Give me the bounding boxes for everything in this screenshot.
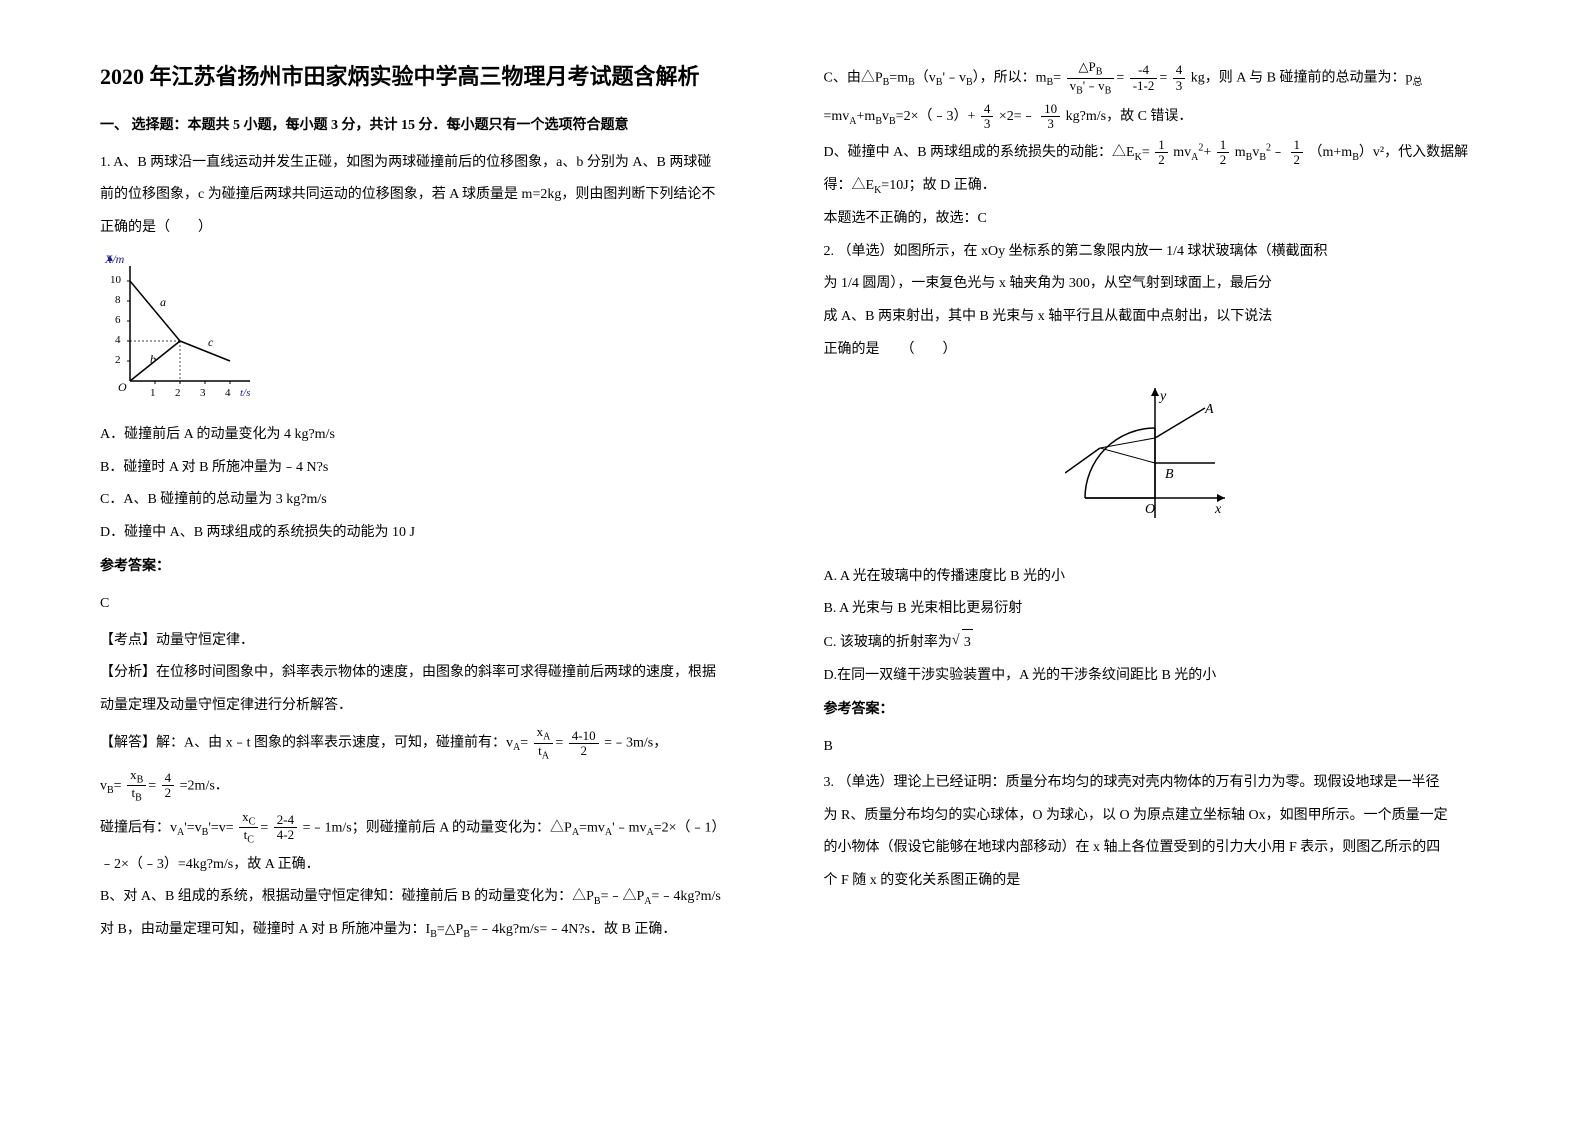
q1-jieda-line1: 【解答】解：A、由 x﹣t 图象的斜率表示速度，可知，碰撞前有：vA= xAtA… [100, 725, 764, 761]
svg-text:O: O [118, 380, 127, 394]
svg-text:4: 4 [225, 387, 231, 399]
q1-conclusion: 本题选不正确的，故选：C [824, 206, 1488, 233]
q1-answer-label: 参考答案： [100, 554, 764, 581]
right-column: C、由△PB=mB（vB'﹣vB），所以：mB= △PBvB'﹣vB= -4-1… [824, 60, 1488, 1062]
q3-stem4: 个 F 随 x 的变化关系图正确的是 [824, 868, 1488, 895]
svg-text:t/s: t/s [240, 387, 250, 399]
q1-stem-line1: 1. A、B 两球沿一直线运动并发生正碰，如图为两球碰撞前后的位移图象，a、b … [100, 150, 764, 177]
q1-solD-line1: D、碰撞中 A、B 两球组成的系统损失的动能：△EK= 12 mvA2+ 12 … [824, 138, 1488, 168]
q1-jieda-after: 碰撞后有：vA'=vB'=v= xCtC= 2-44-2 =﹣1m/s；则碰撞前… [100, 810, 764, 846]
q3-stem2: 为 R、质量分布均匀的实心球体，O 为球心，以 O 为原点建立坐标轴 Ox，如图… [824, 803, 1488, 830]
q1-option-d: D．碰撞中 A、B 两球组成的系统损失的动能为 10 J [100, 520, 764, 547]
svg-text:2: 2 [115, 354, 121, 366]
svg-text:3: 3 [200, 387, 206, 399]
q1-chart: X/m ▲ 10 8 6 4 2 1 2 3 4 t/s O [100, 251, 764, 412]
section-1-header: 一、 选择题：本题共 5 小题，每小题 3 分，共计 15 分．每小题只有一个选… [100, 113, 764, 140]
q1-solB-line2: 对 B，由动量定理可知，碰撞时 A 对 B 所施冲量为：IB=△PB=﹣4kg?… [100, 917, 764, 944]
q1-solC-line2: =mvA+mBvB=2×（﹣3）+ 43 ×2=﹣ 103 kg?m/s，故 C… [824, 102, 1488, 132]
svg-text:A: A [1204, 402, 1214, 417]
q2-stem4: 正确的是 （ ） [824, 337, 1488, 364]
q2-answer: B [824, 734, 1488, 761]
q1-option-a: A．碰撞前后 A 的动量变化为 4 kg?m/s [100, 422, 764, 449]
q2-option-d: D.在同一双缝干涉实验装置中，A 光的干涉条纹间距比 B 光的小 [824, 663, 1488, 690]
svg-text:x: x [1214, 502, 1222, 517]
q1-stem-line2: 前的位移图象，c 为碰撞后两球共同运动的位移图象，若 A 球质量是 m=2kg，… [100, 182, 764, 209]
q1-solC-line1: C、由△PB=mB（vB'﹣vB），所以：mB= △PBvB'﹣vB= -4-1… [824, 60, 1488, 96]
svg-text:4: 4 [115, 334, 121, 346]
q3-stem3: 的小物体（假设它能够在地球内部移动）在 x 轴上各位置受到的引力大小用 F 表示… [824, 835, 1488, 862]
svg-text:B: B [1165, 467, 1174, 482]
q1-option-b: B．碰撞时 A 对 B 所施冲量为﹣4 N?s [100, 455, 764, 482]
q1-jieda-line2: ﹣2×（﹣3）=4kg?m/s，故 A 正确． [100, 852, 764, 879]
svg-text:▲: ▲ [105, 253, 115, 264]
q1-solB-line1: B、对 A、B 组成的系统，根据动量守恒定律知：碰撞前后 B 的动量变化为：△P… [100, 884, 764, 911]
q1-option-c: C．A、B 碰撞前的总动量为 3 kg?m/s [100, 487, 764, 514]
q3-stem1: 3. （单选）理论上已经证明：质量分布均匀的球壳对壳内物体的万有引力为零。现假设… [824, 770, 1488, 797]
document-title: 2020 年江苏省扬州市田家炳实验中学高三物理月考试题含解析 [100, 60, 764, 93]
q2-option-b: B. A 光束与 B 光束相比更易衍射 [824, 596, 1488, 623]
q2-diagram: A B y x O [824, 378, 1488, 549]
q2-stem2: 为 1/4 圆周），一束复色光与 x 轴夹角为 300，从空气射到球面上，最后分 [824, 271, 1488, 298]
q2-stem1: 2. （单选）如图所示，在 xOy 坐标系的第二象限内放一 1/4 球状玻璃体（… [824, 239, 1488, 266]
q2-option-c: C. 该玻璃的折射率为3 [824, 629, 1488, 657]
q1-fenxi1: 【分析】在位移时间图象中，斜率表示物体的速度，由图象的斜率可求得碰撞前后两球的速… [100, 660, 764, 687]
svg-text:2: 2 [175, 387, 181, 399]
q1-stem-line3: 正确的是（ ） [100, 215, 764, 242]
q1-kaodian: 【考点】动量守恒定律． [100, 628, 764, 655]
svg-text:1: 1 [150, 387, 156, 399]
q1-answer: C [100, 591, 764, 618]
svg-text:b: b [150, 352, 156, 366]
q2-option-a: A. A 光在玻璃中的传播速度比 B 光的小 [824, 564, 1488, 591]
svg-text:c: c [208, 335, 214, 349]
q2-stem3: 成 A、B 两束射出，其中 B 光束与 x 轴平行且从截面中点射出，以下说法 [824, 304, 1488, 331]
svg-text:8: 8 [115, 294, 121, 306]
svg-text:y: y [1158, 389, 1167, 404]
svg-text:10: 10 [110, 274, 122, 286]
svg-text:6: 6 [115, 314, 121, 326]
svg-text:a: a [160, 295, 166, 309]
q1-solD-line2: 得：△EK=10J；故 D 正确． [824, 173, 1488, 200]
q2-answer-label: 参考答案： [824, 697, 1488, 724]
q1-jieda-vb: vB= xBtB= 42 =2m/s． [100, 768, 764, 804]
svg-text:O: O [1145, 502, 1155, 517]
q1-fenxi2: 动量定理及动量守恒定律进行分析解答． [100, 693, 764, 720]
left-column: 2020 年江苏省扬州市田家炳实验中学高三物理月考试题含解析 一、 选择题：本题… [100, 60, 764, 1062]
